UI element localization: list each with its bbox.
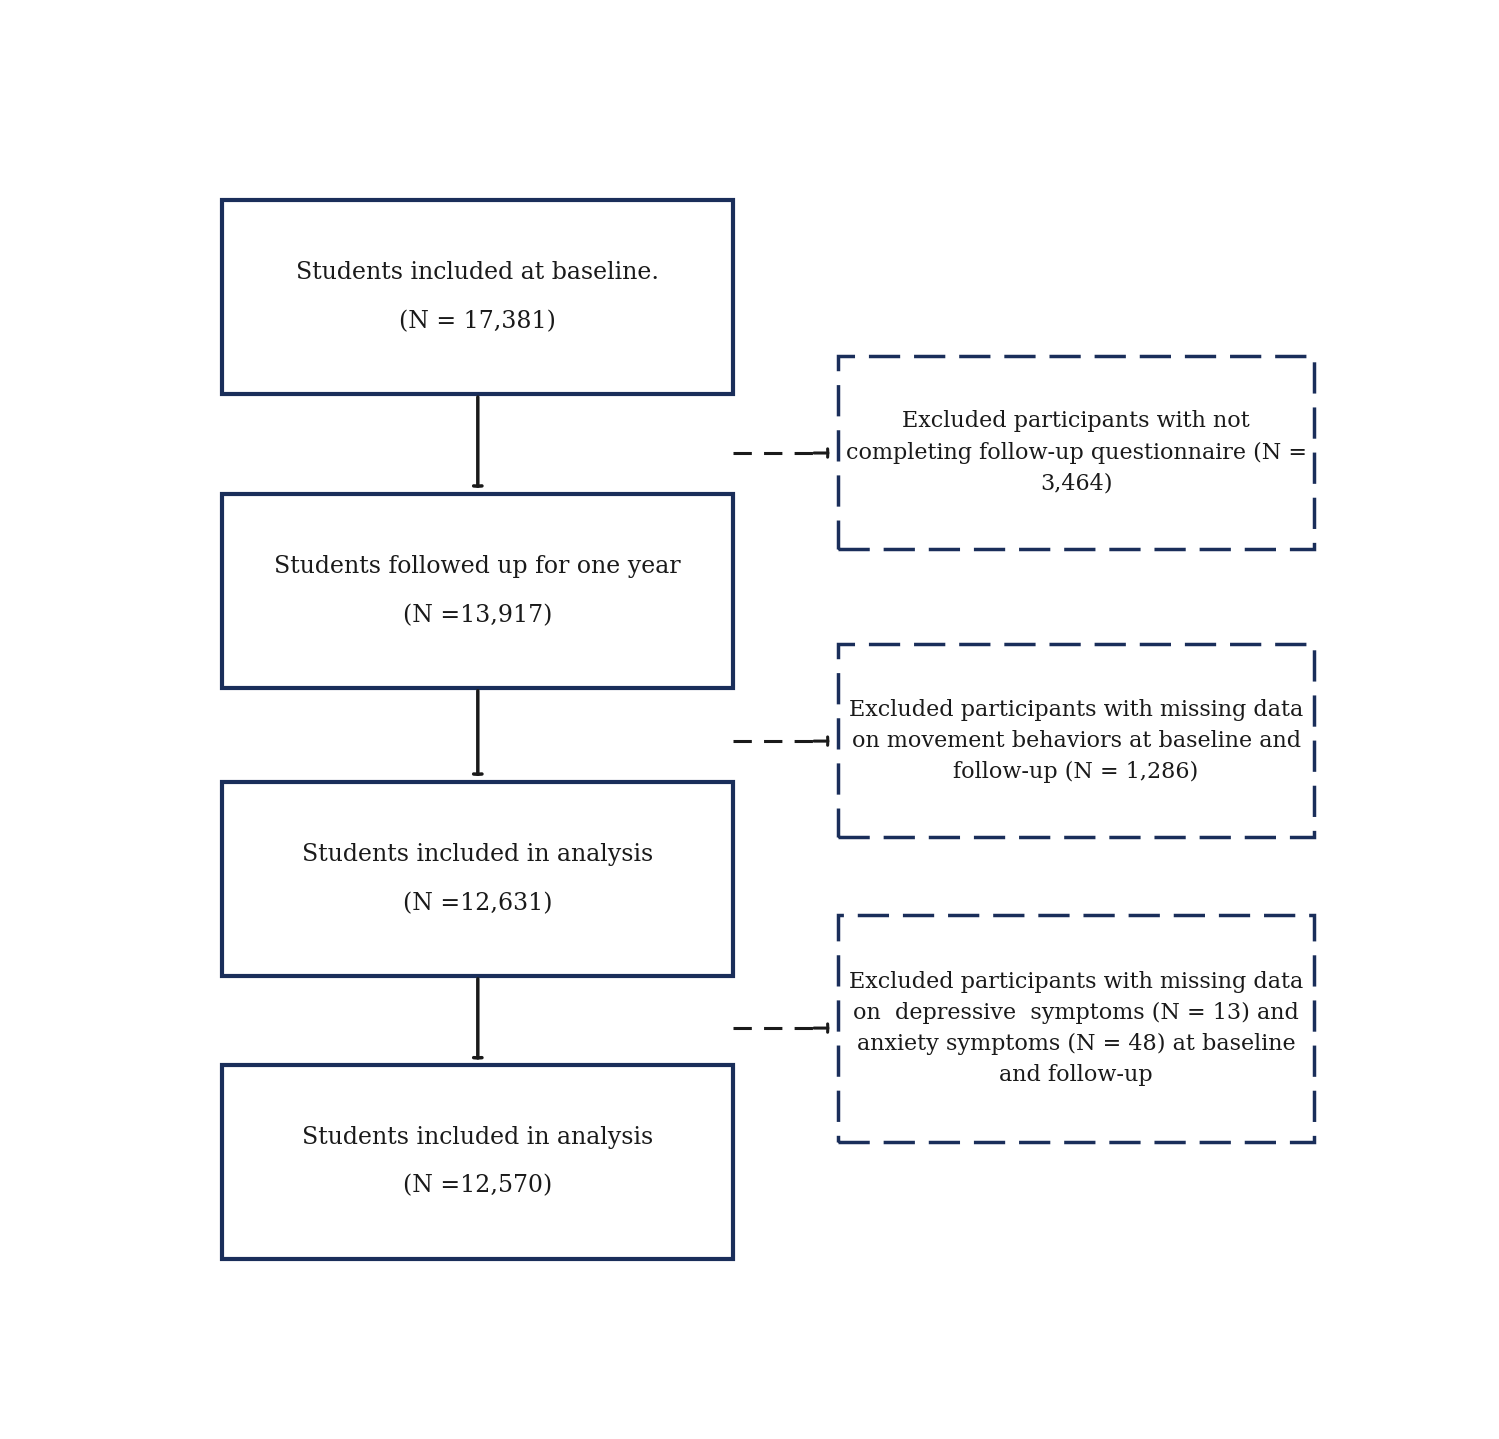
Text: (N = 17,381): (N = 17,381)	[399, 311, 556, 334]
Text: Students included in analysis: Students included in analysis	[303, 1125, 654, 1148]
Text: Excluded participants with not: Excluded participants with not	[902, 410, 1250, 433]
Text: Students included at baseline.: Students included at baseline.	[297, 262, 660, 285]
Text: (N =13,917): (N =13,917)	[403, 604, 553, 627]
Text: completing follow-up questionnaire (N =: completing follow-up questionnaire (N =	[845, 442, 1307, 463]
Text: anxiety symptoms (N = 48) at baseline: anxiety symptoms (N = 48) at baseline	[857, 1033, 1295, 1055]
Text: Excluded participants with missing data: Excluded participants with missing data	[848, 971, 1303, 993]
FancyBboxPatch shape	[222, 494, 733, 688]
FancyBboxPatch shape	[222, 783, 733, 976]
FancyBboxPatch shape	[222, 1065, 733, 1259]
FancyBboxPatch shape	[838, 355, 1315, 550]
Text: on movement behaviors at baseline and: on movement behaviors at baseline and	[851, 730, 1301, 751]
Text: (N =12,570): (N =12,570)	[403, 1174, 553, 1197]
Text: Excluded participants with missing data: Excluded participants with missing data	[848, 698, 1303, 721]
Text: Students followed up for one year: Students followed up for one year	[274, 555, 681, 578]
Text: and follow-up: and follow-up	[1000, 1065, 1153, 1086]
Text: (N =12,631): (N =12,631)	[403, 892, 553, 915]
Text: 3,464): 3,464)	[1040, 472, 1112, 495]
FancyBboxPatch shape	[838, 643, 1315, 837]
FancyBboxPatch shape	[222, 200, 733, 394]
Text: follow-up (N = 1,286): follow-up (N = 1,286)	[953, 761, 1199, 783]
FancyBboxPatch shape	[838, 915, 1315, 1143]
Text: Students included in analysis: Students included in analysis	[303, 843, 654, 866]
Text: on  depressive  symptoms (N = 13) and: on depressive symptoms (N = 13) and	[853, 1002, 1300, 1025]
